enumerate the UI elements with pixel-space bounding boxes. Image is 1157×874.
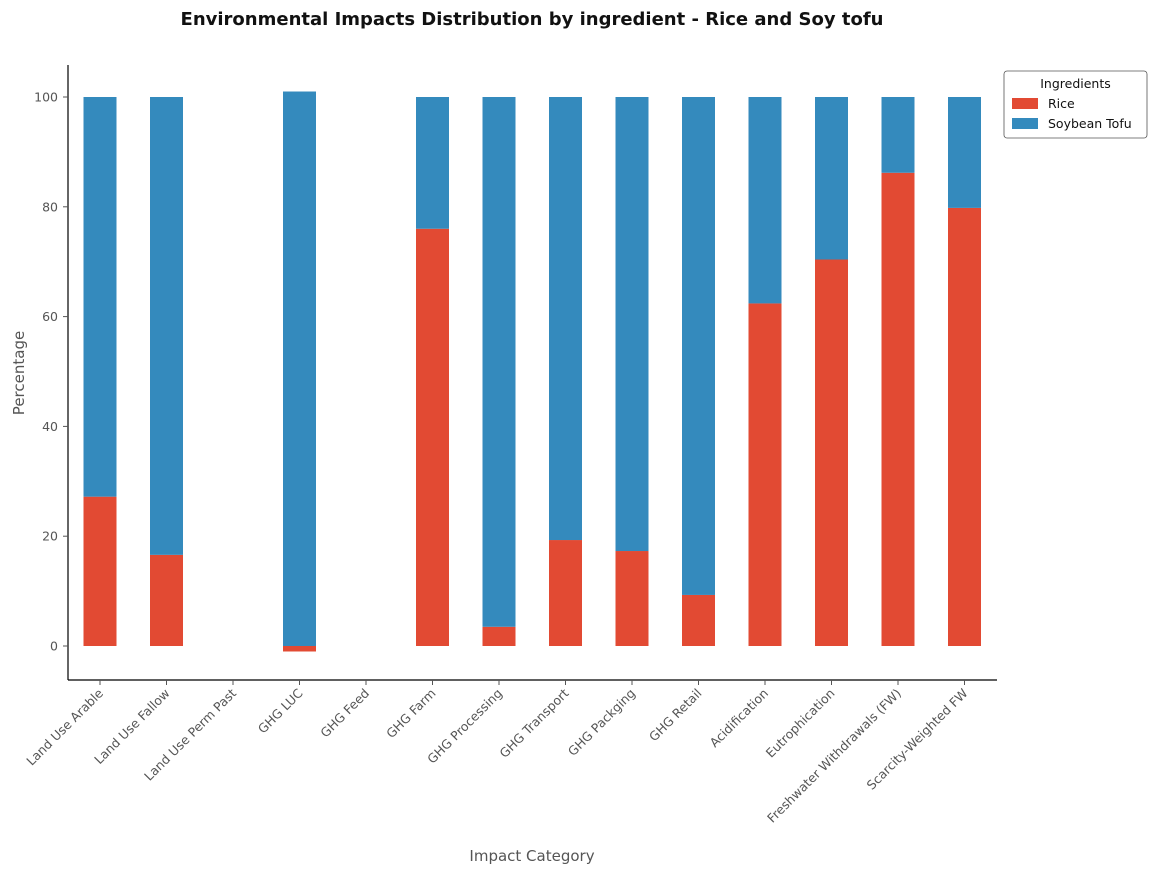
x-axis-label: Impact Category — [469, 847, 594, 865]
bars-layer — [83, 91, 981, 652]
bar-rice-12 — [881, 172, 915, 646]
x-tick-label: Eutrophication — [763, 686, 838, 761]
bar-soybean-tofu-8 — [615, 97, 649, 552]
bar-rice-0 — [83, 496, 117, 646]
bar-rice-10 — [748, 303, 782, 646]
bar-rice-5 — [416, 228, 449, 646]
bar-soybean-tofu-12 — [881, 97, 915, 173]
x-tick-label: Freshwater Withdrawals (FW) — [764, 686, 904, 826]
bar-soybean-tofu-5 — [416, 97, 449, 229]
bar-rice-7 — [549, 540, 582, 646]
bar-soybean-tofu-9 — [682, 97, 715, 595]
y-tick-label: 40 — [42, 419, 58, 434]
bar-soybean-tofu-0 — [83, 97, 117, 497]
y-tick-label: 100 — [34, 90, 58, 105]
y-tick-label: 80 — [42, 199, 58, 214]
x-tick-label: GHG Packging — [565, 686, 638, 759]
y-tick-label: 0 — [50, 639, 58, 654]
legend-frame — [1003, 70, 1148, 139]
bar-soybean-tofu-10 — [748, 97, 782, 304]
x-tick-label: Acidification — [706, 686, 771, 751]
chart-title: Environmental Impacts Distribution by in… — [181, 9, 884, 30]
y-axis-label: Percentage — [10, 331, 28, 415]
bar-rice-1 — [150, 554, 183, 646]
y-tick-label: 60 — [42, 309, 58, 324]
x-tick-label: GHG Retail — [646, 686, 705, 745]
legend: Ingredients Rice Soybean Tofu — [1003, 70, 1148, 139]
bar-rice-13 — [948, 207, 981, 646]
x-tick-label: GHG Transport — [496, 685, 571, 760]
bar-soybean-tofu-1 — [150, 97, 183, 555]
bar-soybean-tofu-6 — [482, 97, 516, 627]
bar-soybean-tofu-13 — [948, 97, 981, 208]
bar-soybean-tofu-11 — [815, 97, 848, 260]
x-tick-label: GHG Farm — [383, 686, 439, 742]
legend-entry-rice: Rice — [1048, 96, 1075, 111]
bar-rice-9 — [682, 594, 715, 646]
x-tick-label: GHG LUC — [255, 685, 306, 736]
legend-title: Ingredients — [1040, 76, 1111, 91]
y-tick-label: 20 — [42, 529, 58, 544]
legend-swatch-soybean-tofu — [1012, 118, 1038, 129]
bar-rice-11 — [815, 259, 848, 646]
legend-swatch-rice — [1012, 98, 1038, 109]
bar-rice-8 — [615, 551, 649, 646]
legend-entry-soybean-tofu: Soybean Tofu — [1048, 116, 1132, 131]
bar-rice-6 — [482, 626, 516, 646]
x-tick-label: GHG Feed — [317, 686, 372, 741]
bar-soybean-tofu-3 — [283, 91, 316, 646]
bar-soybean-tofu-7 — [549, 97, 582, 541]
bar-rice-3 — [283, 646, 316, 652]
